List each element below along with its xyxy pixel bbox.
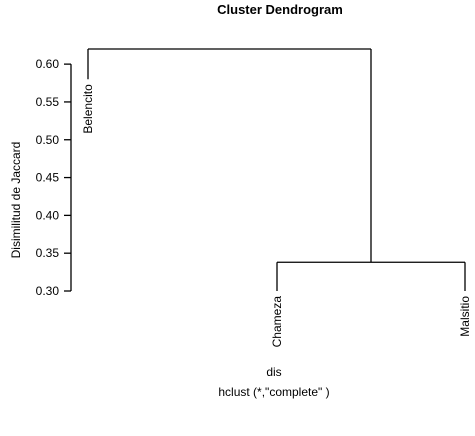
y-axis-label: Disimilitud de Jaccard	[9, 142, 23, 259]
x-axis-label: dis	[266, 365, 281, 379]
y-tick-label: 0.30	[36, 284, 60, 298]
y-tick-label: 0.40	[36, 208, 60, 222]
y-tick-label: 0.55	[36, 95, 60, 109]
chart-title: Cluster Dendrogram	[217, 2, 343, 17]
y-tick-label: 0.45	[36, 171, 60, 185]
y-tick-label: 0.50	[36, 133, 60, 147]
y-tick-label: 0.35	[36, 246, 60, 260]
subtitle: hclust (*,"complete" )	[218, 385, 329, 399]
leaf-label: Malsitio	[458, 296, 472, 337]
leaf-label: Belencito	[81, 84, 95, 134]
leaf-label: Chameza	[270, 296, 284, 348]
y-tick-label: 0.60	[36, 57, 60, 71]
